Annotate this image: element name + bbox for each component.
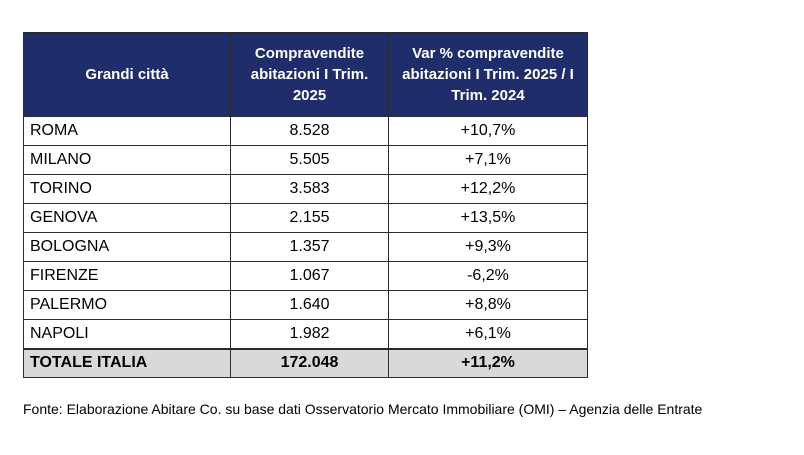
cell-sales: 8.528	[230, 116, 389, 146]
cell-city: GENOVA	[23, 203, 231, 233]
cell-sales: 1.982	[230, 319, 389, 349]
header-sales: Compravendite abitazioni I Trim. 2025	[230, 32, 389, 117]
cell-sales: 1.640	[230, 290, 389, 320]
cell-sales: 1.357	[230, 232, 389, 262]
table-row: FIRENZE 1.067 -6,2%	[23, 261, 588, 291]
table-row: NAPOLI 1.982 +6,1%	[23, 319, 588, 349]
cell-city: FIRENZE	[23, 261, 231, 291]
cell-sales: 1.067	[230, 261, 389, 291]
cell-change: +7,1%	[388, 145, 588, 175]
header-change: Var % compravendite abitazioni I Trim. 2…	[388, 32, 588, 117]
cell-change: +9,3%	[388, 232, 588, 262]
cell-city: PALERMO	[23, 290, 231, 320]
total-change: +11,2%	[388, 347, 588, 378]
cell-sales: 5.505	[230, 145, 389, 175]
table-row: ROMA 8.528 +10,7%	[23, 116, 588, 146]
cell-city: NAPOLI	[23, 319, 231, 349]
header-city: Grandi città	[23, 32, 231, 117]
cell-city: BOLOGNA	[23, 232, 231, 262]
total-sales: 172.048	[230, 347, 389, 378]
table-row: BOLOGNA 1.357 +9,3%	[23, 232, 588, 262]
cell-city: ROMA	[23, 116, 231, 146]
city-sales-table: Grandi città Compravendite abitazioni I …	[23, 32, 588, 378]
total-label: TOTALE ITALIA	[23, 347, 231, 378]
cell-change: -6,2%	[388, 261, 588, 291]
table-total-row: TOTALE ITALIA 172.048 +11,2%	[23, 347, 588, 378]
table-header-row: Grandi città Compravendite abitazioni I …	[23, 32, 588, 117]
cell-city: TORINO	[23, 174, 231, 204]
cell-change: +13,5%	[388, 203, 588, 233]
source-note: Fonte: Elaborazione Abitare Co. su base …	[23, 401, 703, 417]
cell-change: +6,1%	[388, 319, 588, 349]
table-row: PALERMO 1.640 +8,8%	[23, 290, 588, 320]
cell-sales: 3.583	[230, 174, 389, 204]
cell-city: MILANO	[23, 145, 231, 175]
cell-change: +12,2%	[388, 174, 588, 204]
cell-sales: 2.155	[230, 203, 389, 233]
cell-change: +8,8%	[388, 290, 588, 320]
table-container: Grandi città Compravendite abitazioni I …	[23, 32, 588, 378]
table-row: MILANO 5.505 +7,1%	[23, 145, 588, 175]
table-row: TORINO 3.583 +12,2%	[23, 174, 588, 204]
cell-change: +10,7%	[388, 116, 588, 146]
table-row: GENOVA 2.155 +13,5%	[23, 203, 588, 233]
